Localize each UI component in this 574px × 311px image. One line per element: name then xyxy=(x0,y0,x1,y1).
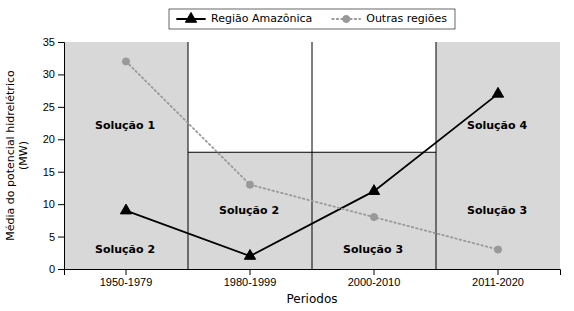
marker xyxy=(370,214,377,221)
tick-label: 5 xyxy=(49,231,55,243)
tick: 25 xyxy=(43,101,64,113)
marker xyxy=(244,250,255,260)
tick-mark xyxy=(58,107,64,108)
series-line xyxy=(126,61,498,249)
separator xyxy=(436,42,437,269)
tick-mark xyxy=(126,269,127,275)
legend-marker xyxy=(343,15,350,22)
marker xyxy=(492,87,503,97)
marker xyxy=(122,58,129,65)
plot: 1950-1979 1980-1999 2000-2010 2011-2020 0 5 10… xyxy=(43,36,561,288)
tick-mark xyxy=(58,204,64,205)
legend-label: Região Amazônica xyxy=(211,12,312,25)
annotation: Solução 3 xyxy=(343,243,403,256)
annotation: Solução 2 xyxy=(219,204,279,217)
tick: 10 xyxy=(43,198,64,210)
tick-mark xyxy=(58,237,64,238)
tick: 30 xyxy=(43,68,64,80)
tick-label: 2011-2020 xyxy=(472,276,524,288)
tick-mark xyxy=(498,269,499,275)
series-line xyxy=(126,94,498,256)
legend-item: Região Amazônica xyxy=(177,12,312,25)
tick-label: 0 xyxy=(49,263,55,275)
marker xyxy=(494,246,501,253)
tick: 20 xyxy=(43,133,64,145)
axis-line xyxy=(65,270,561,276)
tick-mark xyxy=(374,269,375,275)
tick-label: 2000-2010 xyxy=(348,276,401,288)
tick-label: 10 xyxy=(43,198,55,210)
tick: 1950-1979 xyxy=(100,269,153,288)
tick: 5 xyxy=(49,231,64,243)
tick-label: 25 xyxy=(43,101,55,113)
legend-label: Outras regiões xyxy=(366,12,447,25)
tick: 0 xyxy=(49,263,64,275)
axis-line xyxy=(58,43,65,270)
tick-mark xyxy=(58,172,64,173)
series-markers xyxy=(122,58,501,253)
tick-mark xyxy=(250,269,251,275)
separator xyxy=(188,42,189,269)
tick: 35 xyxy=(43,36,64,48)
tick-label: 1950-1979 xyxy=(100,276,153,288)
tick-label: 35 xyxy=(43,36,55,48)
tick-mark xyxy=(58,74,64,75)
annotation: Solução 4 xyxy=(467,119,527,132)
annotation: Solução 2 xyxy=(95,243,155,256)
annotation: Solução 1 xyxy=(95,119,155,132)
marker xyxy=(246,181,253,188)
tick-label: 15 xyxy=(43,166,55,178)
tick: 2011-2020 xyxy=(472,269,524,288)
annotations: Solução 1 Solução 2 Solução 2 Solução 3 Solu… xyxy=(95,119,527,255)
tick: 15 xyxy=(43,166,64,178)
x-axis-title: Periodos xyxy=(286,292,337,306)
separator xyxy=(312,42,313,269)
tick-label: 1980-1999 xyxy=(224,276,277,288)
y-axis: 0 5 10 15 20 25 30 35 xyxy=(43,36,65,275)
tick: 1980-1999 xyxy=(224,269,277,288)
marker xyxy=(368,185,379,195)
chart: 1950-1979 1980-1999 2000-2010 2011-2020 0 5 10… xyxy=(0,0,574,311)
tick-mark xyxy=(58,42,64,43)
legend-item: Outras regiões xyxy=(332,12,447,25)
legend-marker xyxy=(185,12,196,22)
y-axis-title: Média do potencial hidrelétrico(MW) xyxy=(4,70,30,241)
marker xyxy=(120,204,131,214)
tick-mark xyxy=(58,139,64,140)
x-axis: 1950-1979 1980-1999 2000-2010 2011-2020 xyxy=(65,269,561,288)
marks xyxy=(64,42,560,269)
legend-frame xyxy=(169,9,455,29)
tick: 2000-2010 xyxy=(348,269,401,288)
legend: Região Amazônica Outras regiões xyxy=(169,9,455,29)
tick-mark xyxy=(58,269,64,270)
tick-label: 20 xyxy=(43,133,55,145)
annotation: Solução 3 xyxy=(467,204,527,217)
tick-label: 30 xyxy=(43,68,55,80)
region xyxy=(64,42,188,269)
region xyxy=(436,42,560,269)
